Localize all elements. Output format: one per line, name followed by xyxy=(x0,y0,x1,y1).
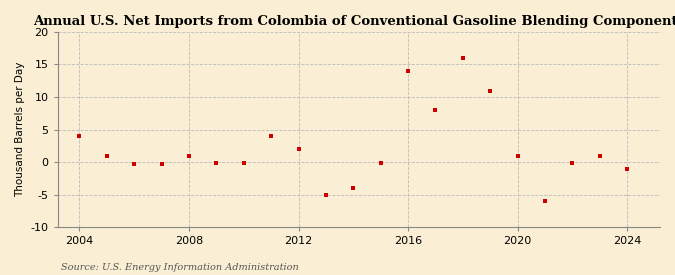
Point xyxy=(238,161,249,166)
Point xyxy=(293,147,304,151)
Point xyxy=(266,134,277,138)
Point xyxy=(539,199,550,204)
Point xyxy=(430,108,441,112)
Point xyxy=(485,88,495,93)
Point xyxy=(622,166,632,171)
Point xyxy=(101,153,112,158)
Point xyxy=(458,56,468,60)
Point xyxy=(403,69,414,73)
Title: Annual U.S. Net Imports from Colombia of Conventional Gasoline Blending Componen: Annual U.S. Net Imports from Colombia of… xyxy=(33,15,675,28)
Point xyxy=(375,161,386,166)
Text: Source: U.S. Energy Information Administration: Source: U.S. Energy Information Administ… xyxy=(61,263,298,272)
Point xyxy=(184,153,194,158)
Point xyxy=(567,161,578,166)
Point xyxy=(595,153,605,158)
Point xyxy=(348,186,358,190)
Y-axis label: Thousand Barrels per Day: Thousand Barrels per Day xyxy=(15,62,25,197)
Point xyxy=(321,192,331,197)
Point xyxy=(74,134,85,138)
Point xyxy=(129,162,140,166)
Point xyxy=(211,161,222,166)
Point xyxy=(512,153,523,158)
Point xyxy=(156,162,167,166)
